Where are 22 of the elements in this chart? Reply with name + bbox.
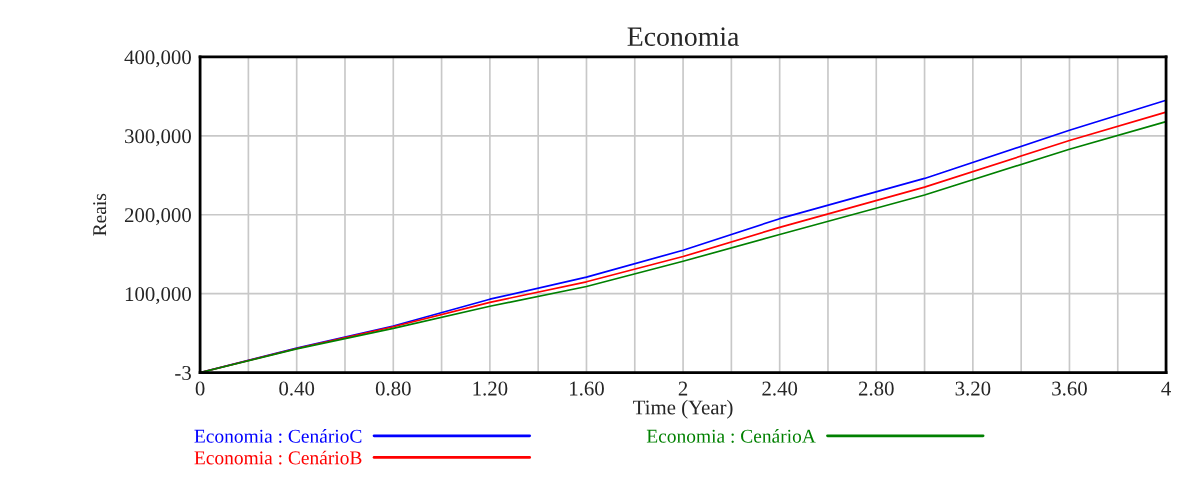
x-tick-label: 0.80 bbox=[375, 381, 411, 396]
text: Economia : CenárioB bbox=[194, 450, 362, 465]
x-tick-label: 1.60 bbox=[570, 381, 604, 396]
y-axis-title: Reais bbox=[93, 193, 107, 236]
x-tick-label: 0.40 bbox=[279, 381, 315, 396]
y-tick-label: 200,000 bbox=[124, 208, 191, 226]
x-tick-label: 1.20 bbox=[473, 381, 508, 396]
x-tick-label: 0 bbox=[195, 381, 205, 396]
x-tick-label: 2.40 bbox=[762, 381, 798, 396]
x-tick-label: 2.80 bbox=[858, 381, 894, 396]
x-tick-label: 4 bbox=[1161, 381, 1171, 396]
y-tick-label: 100,000 bbox=[125, 287, 191, 305]
x-tick-label: 2 bbox=[678, 381, 688, 396]
text: Economia : CenárioA bbox=[646, 429, 816, 443]
chart-title: Economia bbox=[627, 27, 739, 47]
x-axis-title: Time (Year) bbox=[633, 399, 733, 419]
y-tick-label: -3 bbox=[175, 366, 191, 381]
y-tick-label: 300,000 bbox=[125, 129, 191, 147]
x-tick-label: 3.60 bbox=[1052, 381, 1087, 396]
y-tick-label: 400,000 bbox=[124, 50, 191, 68]
text: Economia : CenárioC bbox=[194, 429, 362, 443]
x-tick-label: 3.20 bbox=[955, 381, 991, 396]
